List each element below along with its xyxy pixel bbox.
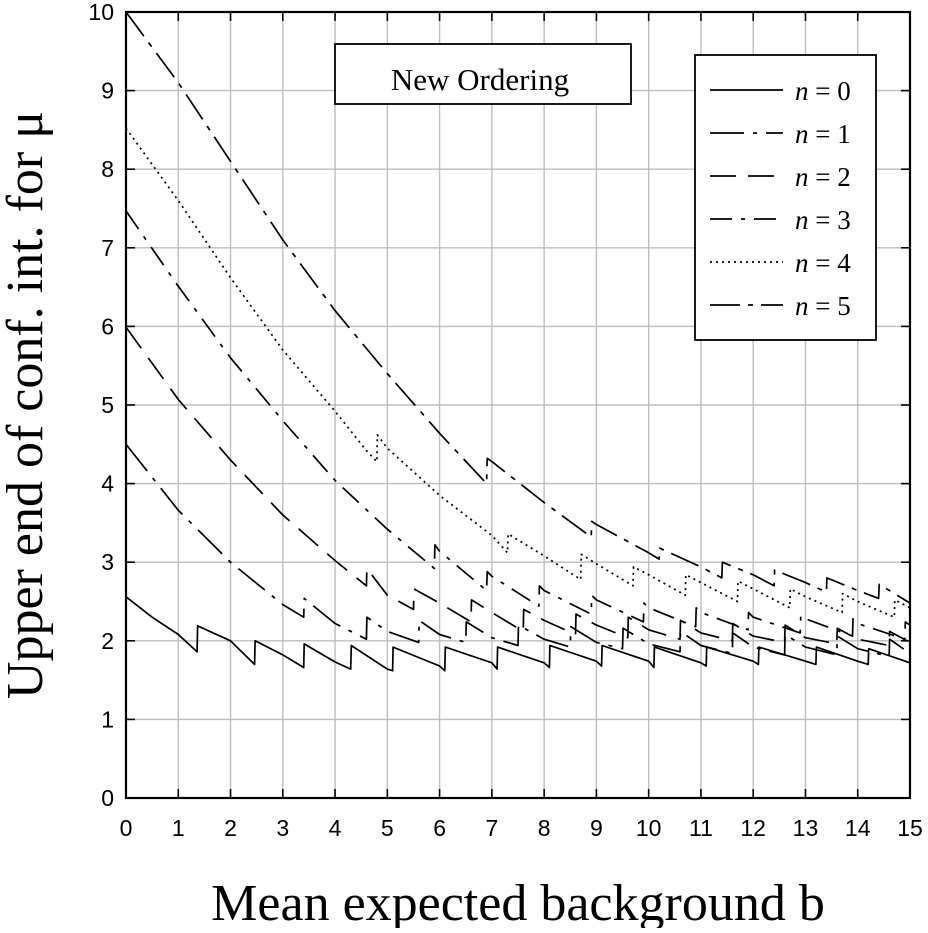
y-tick-label: 8 bbox=[101, 156, 114, 182]
y-tick-label: 10 bbox=[88, 0, 114, 25]
x-tick-label: 4 bbox=[329, 815, 342, 841]
series-line-n0 bbox=[125, 596, 911, 672]
x-tick-label: 13 bbox=[793, 815, 819, 841]
y-tick-label: 1 bbox=[101, 706, 114, 732]
y-tick-label: 0 bbox=[101, 785, 114, 811]
y-tick-label: 5 bbox=[101, 392, 114, 418]
y-tick-label: 7 bbox=[101, 235, 114, 261]
x-tick-label: 1 bbox=[172, 815, 185, 841]
legend-label-n4: n = 4 bbox=[795, 248, 851, 278]
x-tick-label: 14 bbox=[845, 815, 871, 841]
series-line-n1 bbox=[125, 443, 911, 658]
legend-label-n0: n = 0 bbox=[795, 76, 851, 106]
x-tick-label: 3 bbox=[276, 815, 289, 841]
annotation-text: New Ordering bbox=[391, 62, 569, 97]
y-tick-label: 3 bbox=[101, 549, 114, 575]
legend-label-n1: n = 1 bbox=[795, 119, 851, 149]
legend-label-n5: n = 5 bbox=[795, 291, 851, 321]
y-tick-label: 4 bbox=[101, 471, 114, 497]
y-axis-title: Upper end of conf. int. for μ bbox=[0, 111, 54, 699]
x-tick-label: 7 bbox=[485, 815, 498, 841]
y-tick-label: 9 bbox=[101, 78, 114, 104]
x-tick-label: 0 bbox=[120, 815, 133, 841]
series-line-n5 bbox=[125, 11, 911, 604]
legend: n = 0 n = 1 n = 2 n = 3 n = 4 n = 5 bbox=[694, 54, 877, 341]
x-tick-label: 6 bbox=[433, 815, 446, 841]
x-tick-label: 8 bbox=[538, 815, 551, 841]
x-tick-label: 12 bbox=[740, 815, 766, 841]
x-tick-label: 9 bbox=[590, 815, 603, 841]
x-tick-label: 2 bbox=[224, 815, 237, 841]
annotation-box: New Ordering bbox=[334, 43, 632, 105]
series-line-n3 bbox=[125, 210, 911, 641]
x-tick-label: 5 bbox=[381, 815, 394, 841]
x-tick-label: 11 bbox=[689, 815, 713, 841]
series-lines bbox=[125, 11, 911, 672]
x-axis-title: Mean expected background b bbox=[211, 875, 825, 928]
series-line-n4 bbox=[125, 127, 911, 619]
x-tick-label: 15 bbox=[897, 815, 923, 841]
y-tick-label: 2 bbox=[101, 628, 114, 654]
legend-frame bbox=[694, 54, 877, 341]
legend-label-n3: n = 3 bbox=[795, 205, 851, 235]
y-tick-label: 6 bbox=[101, 313, 114, 339]
x-tick-label: 10 bbox=[636, 815, 662, 841]
legend-label-n2: n = 2 bbox=[795, 162, 851, 192]
